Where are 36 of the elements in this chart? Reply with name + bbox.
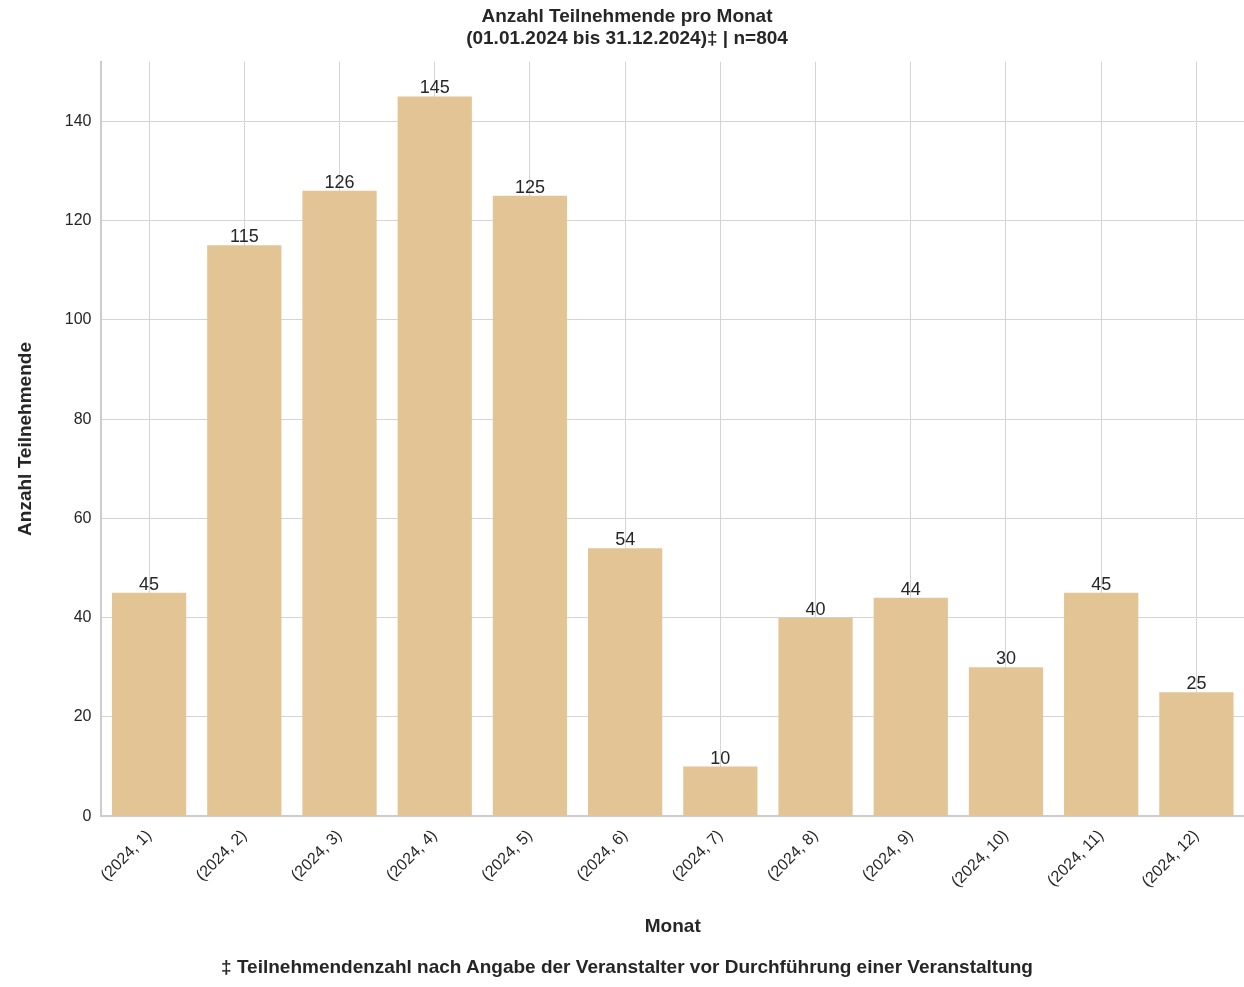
- y-axis-title: Anzahl Teilnehmende: [13, 342, 35, 536]
- data-label: 30: [995, 648, 1016, 669]
- bar: [1159, 692, 1234, 816]
- data-label: 45: [1091, 573, 1112, 594]
- data-label: 25: [1186, 673, 1207, 694]
- data-label: 10: [710, 747, 731, 768]
- x-axis-title: Monat: [644, 915, 702, 937]
- bar: [873, 597, 948, 816]
- bar: [588, 548, 663, 816]
- y-tick-label: 80: [73, 409, 92, 427]
- bar: [111, 592, 187, 816]
- y-tick-label: 40: [73, 608, 92, 626]
- bar: [492, 195, 568, 816]
- data-label: 115: [229, 226, 259, 247]
- data-label: 40: [805, 598, 826, 619]
- y-tick-label: 60: [73, 508, 92, 526]
- bar: [1064, 592, 1139, 816]
- bar: [968, 667, 1044, 816]
- y-tick-label: 0: [82, 806, 92, 824]
- y-tick-label: 100: [64, 310, 92, 328]
- y-tick-label: 20: [73, 707, 92, 725]
- chart-title: Anzahl Teilnehmende pro Monat (01.01.2024 bis 31.12.2024)‡ | n=804: [466, 5, 789, 49]
- data-label: 44: [900, 578, 921, 599]
- y-tick-label: 120: [64, 210, 92, 228]
- text: ‡ Teilnehmendenzahl nach Angabe der Veranstalter vor Durchführung einer Veranstaltung: [221, 955, 1033, 977]
- data-label: 125: [514, 176, 545, 197]
- bar: [778, 617, 853, 816]
- bar: [302, 190, 377, 816]
- data-label: 145: [419, 77, 450, 98]
- data-label: 54: [615, 529, 636, 550]
- bar: [683, 766, 758, 816]
- data-label: 45: [139, 573, 160, 594]
- data-label: 126: [324, 171, 355, 192]
- bar: [207, 245, 282, 816]
- bar: [397, 96, 472, 816]
- y-tick-label: 140: [64, 111, 92, 129]
